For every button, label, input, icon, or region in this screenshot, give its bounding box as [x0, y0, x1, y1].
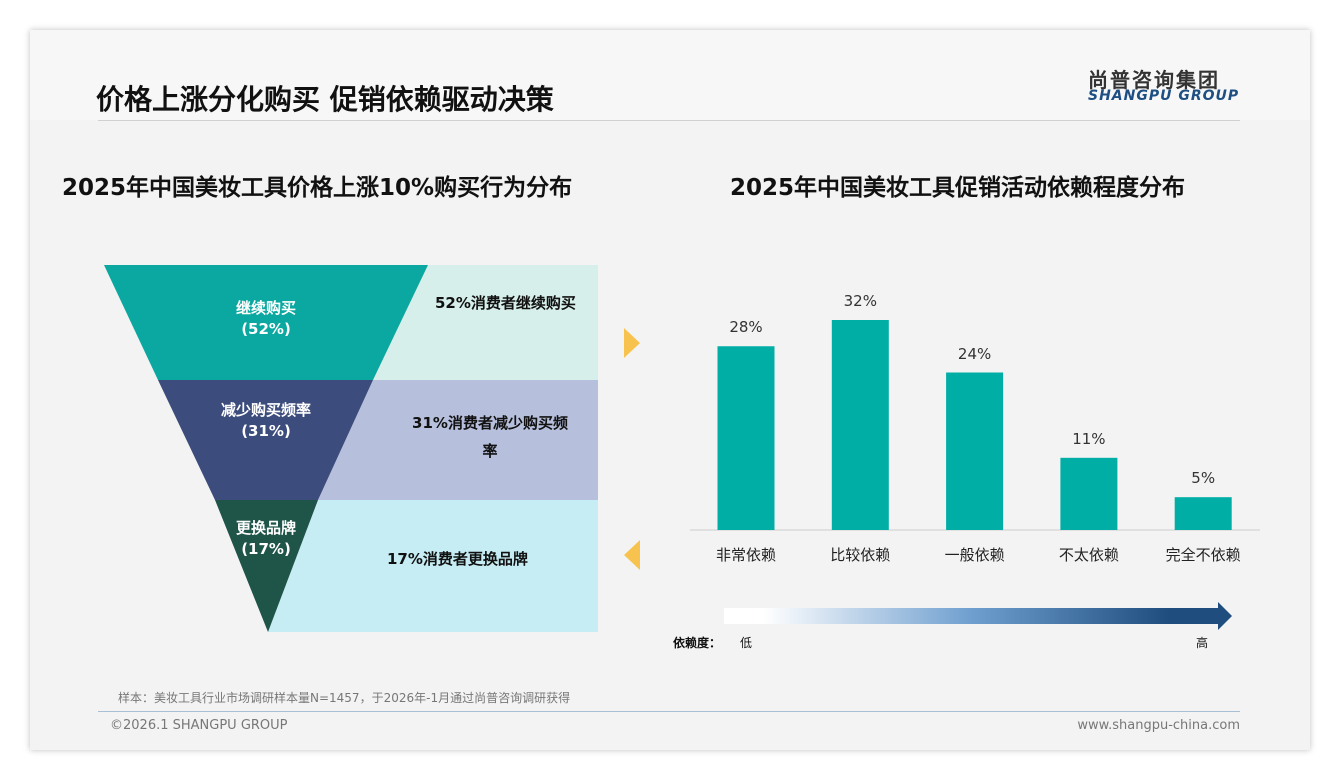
website-link[interactable]: www.shangpu-china.com: [1077, 718, 1240, 733]
bar-3: [1060, 457, 1118, 530]
slide: 价格上涨分化购买 促销依赖驱动决策 尚普咨询集团 SHANGPU GROUP 2…: [30, 30, 1310, 750]
panel-continue: [373, 265, 598, 380]
bar-value-label: 32%: [843, 292, 877, 310]
footer-divider: [98, 711, 1240, 712]
funnel-continue: [104, 265, 428, 380]
scale-bar: [724, 608, 1218, 624]
scale-arrowhead: [1218, 602, 1232, 630]
category-label: 比较依赖: [830, 546, 891, 564]
bar-value-label: 24%: [957, 344, 992, 363]
bar-value-label: 11%: [1072, 429, 1106, 448]
funnel-switch: [215, 500, 318, 632]
stage-desc: 17%消费者更换品牌: [387, 550, 528, 568]
panel-switch: [268, 500, 598, 632]
panel-reduce: [318, 380, 598, 500]
funnel-reduce: [158, 380, 373, 500]
divider: [98, 120, 1240, 121]
stage-desc: 31%消费者减少购买频率: [412, 414, 568, 460]
category-label: 完全不依赖: [1165, 546, 1241, 564]
funnel-svg: [104, 265, 1260, 632]
bar-chart-title: 2025年中国美妆工具促销活动依赖程度分布: [730, 175, 1186, 201]
logo-en: SHANGPU GROUP: [1088, 88, 1240, 104]
category-label: 不太依赖: [1058, 546, 1119, 564]
bar-4: [1174, 497, 1232, 530]
arrow-right-icon: [624, 328, 640, 358]
stage-label: 继续购买 (52%): [235, 299, 296, 338]
stage-label: 减少购买频率 (31%): [220, 401, 311, 440]
header: [30, 30, 1310, 120]
arrow-left-icon: [624, 540, 640, 570]
funnel-title: 2025年中国美妆工具价格上涨10%购买行为分布: [62, 175, 573, 201]
logo-cn: 尚普咨询集团: [1088, 68, 1220, 92]
category-label: 一般依赖: [944, 546, 1005, 564]
bar-0: [717, 346, 775, 530]
copyright: ©2026.1 SHANGPU GROUP: [110, 718, 288, 733]
scale-label: 依赖度：: [673, 636, 722, 650]
page-title: 价格上涨分化购买 促销依赖驱动决策: [96, 83, 554, 116]
bar-value-label: 5%: [1191, 469, 1216, 488]
scale-low: 低: [740, 636, 753, 650]
sample-note: 样本：美妆工具行业市场调研样本量N=1457，于2026年-1月通过尚普咨询调研…: [118, 691, 571, 705]
stage-label: 更换品牌 (17%): [235, 519, 296, 558]
bar-value-label: 28%: [729, 318, 763, 337]
scale-high: 高: [1196, 636, 1209, 650]
bar-2: [946, 372, 1004, 530]
category-label: 非常依赖: [715, 546, 776, 564]
stage-desc: 52%消费者继续购买: [435, 294, 576, 312]
bar-1: [831, 320, 889, 530]
